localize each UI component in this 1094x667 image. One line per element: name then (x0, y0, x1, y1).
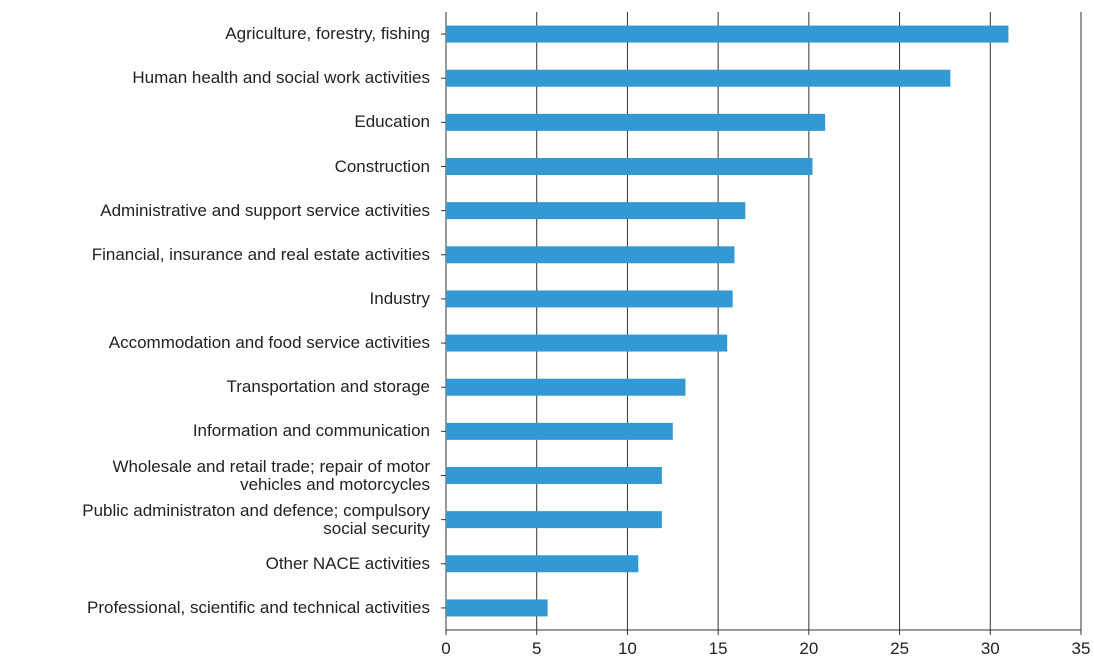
bar (446, 202, 746, 220)
bar (446, 422, 673, 440)
bar (446, 246, 735, 264)
y-tick-label: Other NACE activities (265, 553, 430, 573)
x-tick-label: 5 (532, 639, 541, 658)
x-tick-label: 30 (981, 639, 1000, 658)
y-tick-label: Accommodation and food service activitie… (108, 333, 430, 353)
bar (446, 511, 662, 529)
bar (446, 25, 1009, 43)
y-tick-label: Financial, insurance and real estate act… (91, 244, 430, 264)
bar (446, 113, 826, 131)
y-tick-label: Education (354, 112, 430, 132)
y-tick-label: Transportation and storage (226, 377, 431, 397)
y-tick-label: Industry (369, 288, 430, 308)
x-tick-label: 15 (709, 639, 728, 658)
bar (446, 334, 728, 352)
bar (446, 555, 639, 573)
bar (446, 158, 813, 175)
y-tick-label: Human health and social work activities (132, 68, 430, 88)
x-tick-label: 20 (799, 639, 818, 658)
bar (446, 378, 686, 396)
y-tick-label: Administrative and support service activ… (100, 200, 430, 220)
y-tick-label: Public administraton and defence; compul… (82, 500, 430, 538)
bar (446, 69, 951, 87)
y-tick-label: Agriculture, forestry, fishing (225, 24, 430, 44)
y-tick-label: Professional, scientific and technical a… (87, 597, 430, 617)
bar (446, 599, 548, 617)
x-tick-label: 10 (618, 639, 637, 658)
x-tick-label: 0 (441, 639, 450, 658)
bar (446, 467, 662, 484)
bar (446, 290, 733, 308)
x-tick-label: 25 (890, 639, 909, 658)
x-tick-label: 35 (1072, 639, 1091, 658)
y-tick-label: Construction (334, 156, 430, 176)
y-tick-label: Information and communication (192, 421, 430, 441)
y-tick-label: Wholesale and retail trade; repair of mo… (112, 456, 431, 494)
